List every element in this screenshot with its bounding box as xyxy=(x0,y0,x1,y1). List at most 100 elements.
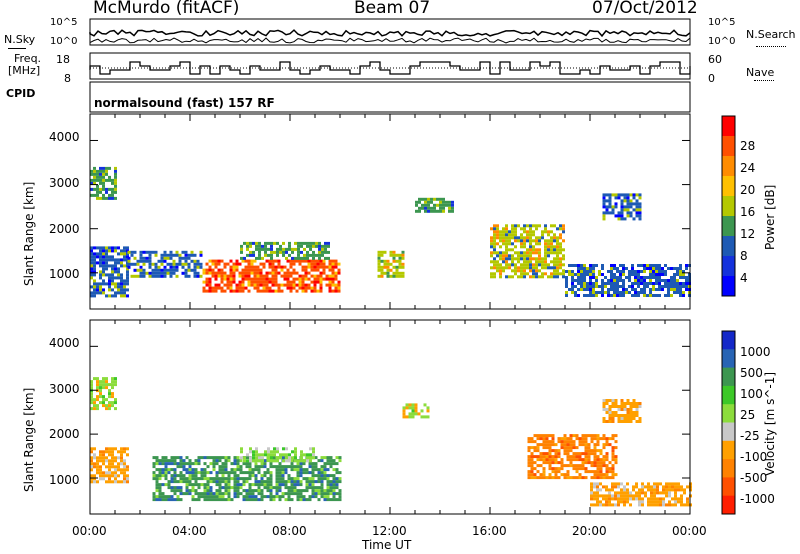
heatmap-cell-1-4 xyxy=(402,406,406,410)
heatmap-cell-0-7 xyxy=(523,275,526,279)
heatmap-cell-1-5 xyxy=(596,437,600,441)
heatmap-cell-1-5 xyxy=(611,452,615,456)
heatmap-cell-1-0 xyxy=(126,468,129,472)
heatmap-cell-1-2 xyxy=(227,480,231,484)
heatmap-cell-0-3 xyxy=(241,277,245,281)
heatmap-cell-0-3 xyxy=(220,286,224,290)
heatmap-cell-1-5 xyxy=(542,461,546,465)
heatmap-cell-0-3 xyxy=(328,286,332,290)
heatmap-cell-1-5 xyxy=(554,476,558,480)
heatmap-cell-1-2 xyxy=(242,483,246,487)
velocity-colorbar-frame xyxy=(721,330,736,515)
heatmap-cell-0-7 xyxy=(505,266,508,270)
heatmap-cell-0-3 xyxy=(238,280,242,284)
power-colorbar-swatch xyxy=(722,216,735,237)
heatmap-cell-0-3 xyxy=(253,277,257,281)
heatmap-cell-1-5 xyxy=(557,449,561,453)
heatmap-cell-0-2 xyxy=(184,268,188,272)
heatmap-cell-0-8 xyxy=(592,291,595,294)
heatmap-cell-1-3 xyxy=(294,453,297,457)
heatmap-cell-0-8 xyxy=(676,291,679,294)
heatmap-cell-1-1 xyxy=(99,383,102,387)
heatmap-cell-0-3 xyxy=(328,265,332,269)
heatmap-cell-0-0 xyxy=(93,282,96,286)
heatmap-cell-0-0 xyxy=(99,258,102,262)
heatmap-cell-0-6 xyxy=(430,206,433,210)
heatmap-cell-1-0 xyxy=(108,465,111,469)
heatmap-cell-1-0 xyxy=(90,480,93,484)
heatmap-cell-0-8 xyxy=(673,279,676,282)
heatmap-cell-0-4 xyxy=(261,244,264,248)
heatmap-cell-1-2 xyxy=(338,495,342,499)
heatmap-cell-0-1 xyxy=(105,172,108,176)
heatmap-cell-0-7 xyxy=(496,227,499,231)
heatmap-cell-0-3 xyxy=(271,259,275,263)
heatmap-cell-0-2 xyxy=(184,274,188,278)
heatmap-cell-0-3 xyxy=(229,289,233,293)
heatmap-cell-1-0 xyxy=(126,474,129,478)
heatmap-cell-0-5 xyxy=(392,271,396,275)
heatmap-cell-1-3 xyxy=(264,453,267,457)
heatmap-cell-1-3 xyxy=(252,453,255,457)
heatmap-cell-1-5 xyxy=(578,458,582,462)
heatmap-cell-1-6 xyxy=(605,494,608,498)
heatmap-cell-1-2 xyxy=(194,480,198,484)
heatmap-cell-0-8 xyxy=(652,276,655,279)
heatmap-cell-0-0 xyxy=(123,294,126,298)
heatmap-cell-1-5 xyxy=(536,455,540,459)
heatmap-cell-1-2 xyxy=(161,462,165,466)
heatmap-cell-0-0 xyxy=(102,255,105,259)
heatmap-cell-1-0 xyxy=(114,477,117,481)
heatmap-cell-0-8 xyxy=(664,279,667,282)
heatmap-cell-1-2 xyxy=(233,489,237,493)
heatmap-cell-0-5 xyxy=(386,265,390,269)
heatmap-cell-0-3 xyxy=(337,262,341,266)
heatmap-cell-0-3 xyxy=(277,262,281,266)
heatmap-cell-0-2 xyxy=(127,250,131,254)
heatmap-cell-1-2 xyxy=(209,486,213,490)
heatmap-cell-1-1 xyxy=(114,383,117,387)
heatmap-cell-0-3 xyxy=(286,268,290,272)
heatmap-cell-0-3 xyxy=(289,286,293,290)
heatmap-cell-0-7 xyxy=(556,263,559,267)
heatmap-cell-1-3 xyxy=(249,459,252,463)
heatmap-cell-1-2 xyxy=(269,465,273,469)
heatmap-cell-1-2 xyxy=(287,477,291,481)
heatmap-cell-0-7 xyxy=(523,227,526,231)
heatmap-cell-1-2 xyxy=(236,465,240,469)
heatmap-cell-1-0 xyxy=(96,465,99,469)
heatmap-cell-1-4 xyxy=(414,412,418,416)
heatmap-cell-0-3 xyxy=(274,283,278,287)
heatmap-cell-0-7 xyxy=(499,251,502,255)
heatmap-cell-1-5 xyxy=(584,449,588,453)
heatmap-cell-0-8 xyxy=(586,285,589,288)
heatmap-cell-0-7 xyxy=(511,269,514,273)
heatmap-cell-1-0 xyxy=(90,477,93,481)
heatmap-cell-1-3 xyxy=(276,447,279,451)
heatmap-cell-1-2 xyxy=(269,480,273,484)
heatmap-cell-1-0 xyxy=(111,447,114,451)
heatmap-cell-1-0 xyxy=(120,468,123,472)
heatmap-cell-0-7 xyxy=(526,257,529,261)
heatmap-cell-0-8 xyxy=(649,288,652,291)
heatmap-cell-0-0 xyxy=(96,285,99,289)
heatmap-cell-1-6 xyxy=(644,494,647,498)
heatmap-cell-1-5 xyxy=(581,452,585,456)
heatmap-cell-1-6 xyxy=(635,482,638,486)
heatmap-cell-0-8 xyxy=(583,276,586,279)
heatmap-cell-0-0 xyxy=(114,246,117,250)
heatmap-cell-0-3 xyxy=(265,271,269,275)
heatmap-cell-0-8 xyxy=(580,288,583,291)
heatmap-cell-1-6 xyxy=(617,485,620,489)
heatmap-cell-0-8 xyxy=(643,291,646,294)
heatmap-cell-1-5 xyxy=(599,437,603,441)
heatmap-cell-1-6 xyxy=(683,488,686,492)
heatmap-cell-1-6 xyxy=(677,482,680,486)
heatmap-cell-0-4 xyxy=(264,253,267,257)
heatmap-cell-0-3 xyxy=(229,271,233,275)
heatmap-cell-1-5 xyxy=(539,437,543,441)
heatmap-cell-1-2 xyxy=(269,489,273,493)
heatmap-cell-1-2 xyxy=(308,498,312,502)
heatmap-cell-1-7 xyxy=(611,405,615,408)
heatmap-cell-0-2 xyxy=(196,259,200,263)
